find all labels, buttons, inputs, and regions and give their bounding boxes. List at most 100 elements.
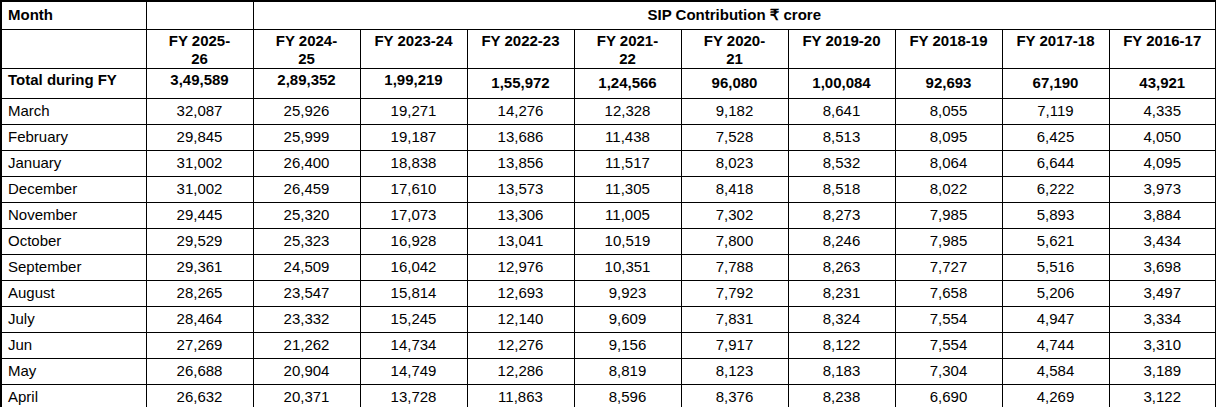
cell-value: 4,095 — [1109, 150, 1216, 176]
cell-value: 13,041 — [467, 228, 574, 254]
cell-value: 8,513 — [788, 124, 895, 150]
cell-value: 9,182 — [681, 98, 788, 124]
row-label: March — [1, 98, 146, 124]
cell-value: 6,690 — [895, 384, 1002, 407]
cell-value: 6,644 — [1002, 150, 1109, 176]
cell-value: 8,123 — [681, 358, 788, 384]
row-label: May — [1, 358, 146, 384]
cell-value: 7,788 — [681, 254, 788, 280]
row-label: February — [1, 124, 146, 150]
col-header-fy-2019-20: FY 2019-20 — [788, 29, 895, 68]
cell-value: 13,728 — [360, 384, 467, 407]
cell-value: 3,122 — [1109, 384, 1216, 407]
cell-value: 1,24,566 — [574, 68, 681, 98]
cell-value: 8,231 — [788, 280, 895, 306]
cell-value: 8,418 — [681, 176, 788, 202]
cell-value: 7,727 — [895, 254, 1002, 280]
cell-value: 12,328 — [574, 98, 681, 124]
cell-value: 4,584 — [1002, 358, 1109, 384]
sip-contribution-table: Month SIP Contribution ₹ crore FY 2025- … — [0, 0, 1216, 407]
table-row: January31,00226,40018,83813,85611,5178,0… — [1, 150, 1216, 176]
table-row: April26,63220,37113,72811,8638,5968,3768… — [1, 384, 1216, 407]
cell-value: 7,304 — [895, 358, 1002, 384]
cell-value: 23,332 — [253, 306, 360, 332]
cell-value: 8,023 — [681, 150, 788, 176]
row-label: April — [1, 384, 146, 407]
cell-value: 8,532 — [788, 150, 895, 176]
cell-value: 3,434 — [1109, 228, 1216, 254]
cell-value: 1,55,972 — [467, 68, 574, 98]
cell-value: 8,641 — [788, 98, 895, 124]
cell-value: 16,042 — [360, 254, 467, 280]
table-row: August28,26523,54715,81412,6939,9237,792… — [1, 280, 1216, 306]
cell-value: 6,222 — [1002, 176, 1109, 202]
cell-value: 8,246 — [788, 228, 895, 254]
cell-value: 4,947 — [1002, 306, 1109, 332]
cell-value: 8,273 — [788, 202, 895, 228]
row-label: January — [1, 150, 146, 176]
cell-value: 12,976 — [467, 254, 574, 280]
cell-value: 5,893 — [1002, 202, 1109, 228]
cell-value: 10,351 — [574, 254, 681, 280]
col-header-fy-2024-25: FY 2024- 25 — [253, 29, 360, 68]
cell-value: 12,693 — [467, 280, 574, 306]
cell-value: 6,425 — [1002, 124, 1109, 150]
cell-value: 17,610 — [360, 176, 467, 202]
cell-value: 15,814 — [360, 280, 467, 306]
empty-label-cell — [1, 29, 146, 68]
cell-value: 12,276 — [467, 332, 574, 358]
cell-value: 13,573 — [467, 176, 574, 202]
cell-value: 14,749 — [360, 358, 467, 384]
cell-value: 11,863 — [467, 384, 574, 407]
table-row: February29,84525,99919,18713,68611,4387,… — [1, 124, 1216, 150]
cell-value: 7,792 — [681, 280, 788, 306]
cell-value: 11,005 — [574, 202, 681, 228]
cell-value: 8,596 — [574, 384, 681, 407]
cell-value: 18,838 — [360, 150, 467, 176]
cell-value: 14,276 — [467, 98, 574, 124]
cell-value: 3,310 — [1109, 332, 1216, 358]
cell-value: 9,923 — [574, 280, 681, 306]
cell-value: 13,306 — [467, 202, 574, 228]
cell-value: 31,002 — [146, 176, 253, 202]
cell-value: 4,050 — [1109, 124, 1216, 150]
cell-value: 8,122 — [788, 332, 895, 358]
cell-value: 7,658 — [895, 280, 1002, 306]
cell-value: 13,686 — [467, 124, 574, 150]
cell-value: 29,445 — [146, 202, 253, 228]
cell-value: 8,518 — [788, 176, 895, 202]
cell-value: 8,819 — [574, 358, 681, 384]
cell-value: 24,509 — [253, 254, 360, 280]
cell-value: 26,400 — [253, 150, 360, 176]
cell-value: 9,156 — [574, 332, 681, 358]
cell-value: 21,262 — [253, 332, 360, 358]
cell-value: 92,693 — [895, 68, 1002, 98]
cell-value: 11,305 — [574, 176, 681, 202]
cell-value: 31,002 — [146, 150, 253, 176]
cell-value: 25,323 — [253, 228, 360, 254]
cell-value: 11,438 — [574, 124, 681, 150]
cell-value: 8,183 — [788, 358, 895, 384]
cell-value: 10,519 — [574, 228, 681, 254]
cell-value: 9,609 — [574, 306, 681, 332]
cell-value: 3,973 — [1109, 176, 1216, 202]
table-row: July28,46423,33215,24512,1409,6097,8318,… — [1, 306, 1216, 332]
col-header-fy-2018-19: FY 2018-19 — [895, 29, 1002, 68]
col-header-fy-2021-22: FY 2021- 22 — [574, 29, 681, 68]
cell-value: 4,269 — [1002, 384, 1109, 407]
cell-value: 20,904 — [253, 358, 360, 384]
table-row: March32,08725,92619,27114,27612,3289,182… — [1, 98, 1216, 124]
col-header-fy-2020-21: FY 2020- 21 — [681, 29, 788, 68]
cell-value: 67,190 — [1002, 68, 1109, 98]
cell-value: 29,529 — [146, 228, 253, 254]
cell-value: 26,459 — [253, 176, 360, 202]
col-header-fy-2022-23: FY 2022-23 — [467, 29, 574, 68]
cell-value: 7,985 — [895, 202, 1002, 228]
cell-value: 4,335 — [1109, 98, 1216, 124]
cell-value: 8,263 — [788, 254, 895, 280]
table-row: December31,00226,45917,61013,57311,3058,… — [1, 176, 1216, 202]
cell-value: 5,516 — [1002, 254, 1109, 280]
cell-value: 25,999 — [253, 124, 360, 150]
cell-value: 7,302 — [681, 202, 788, 228]
cell-value: 19,187 — [360, 124, 467, 150]
